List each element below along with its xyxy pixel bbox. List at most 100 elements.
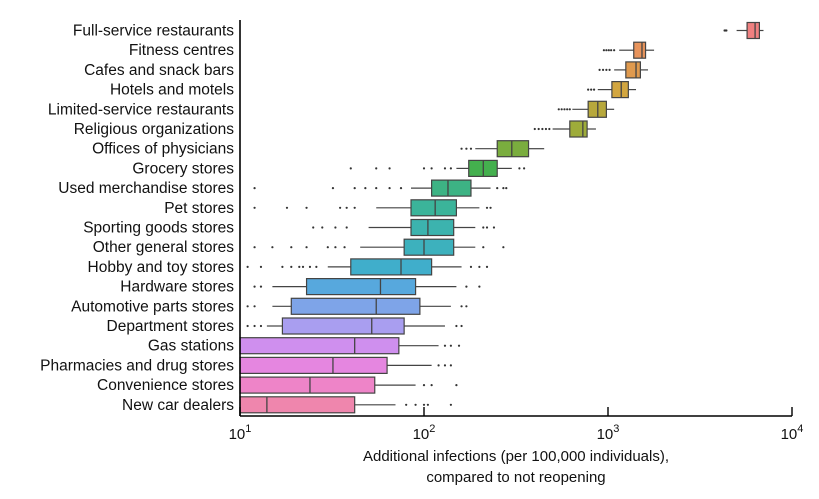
outlier-point: [305, 246, 308, 249]
outlier-point: [485, 226, 489, 229]
outlier-point: [259, 265, 263, 268]
outlier-point: [443, 364, 447, 367]
box-group: [312, 218, 496, 237]
outlier-point: [455, 384, 458, 387]
y-axis-labels: Full-service restaurants Fitness centres C…: [40, 23, 234, 414]
category-label: Full-service restaurants: [73, 23, 234, 40]
outlier-point: [345, 226, 348, 229]
outlier-point: [353, 187, 356, 190]
x-tick-exponent: 2: [429, 423, 435, 435]
outlier-point: [259, 285, 263, 288]
outlier-point: [253, 246, 256, 249]
outlier-point: [388, 187, 391, 190]
category-label: Cafes and snack bars: [84, 62, 234, 79]
outlier-point: [460, 324, 463, 328]
box-group: [533, 120, 596, 138]
box-group: [239, 337, 461, 355]
box: [281, 317, 405, 335]
box-group: [253, 238, 505, 256]
outlier-point: [430, 384, 433, 387]
outlier-point: [478, 265, 481, 268]
outlier-point: [598, 68, 601, 71]
box-group: [602, 41, 655, 59]
box-group: [246, 297, 468, 315]
x-tick-label: 101: [229, 423, 252, 443]
category-label: Hobby and toy stores: [88, 259, 235, 276]
outlier-point: [482, 246, 485, 249]
outlier-point: [610, 49, 613, 52]
outlier-point: [364, 187, 367, 190]
category-label: Fitness centres: [129, 42, 234, 59]
box-group: [723, 21, 764, 40]
box: [290, 297, 421, 315]
outlier-point: [405, 403, 408, 406]
category-label: Pharmacies and drug stores: [40, 357, 234, 374]
box: [410, 199, 458, 217]
box: [403, 238, 455, 256]
outlier-point: [305, 206, 308, 209]
category-label: Pet stores: [164, 200, 234, 217]
outlier-point: [253, 285, 256, 288]
outlier-point: [449, 344, 452, 347]
x-axis-title: Additional infections (per 100,000 indiv…: [240, 446, 792, 488]
outlier-point: [312, 226, 315, 229]
outlier-point: [422, 403, 426, 406]
outlier-point: [345, 206, 348, 209]
box-group: [246, 317, 463, 335]
category-label: Automotive parts stores: [71, 298, 234, 315]
category-label: Offices of physicians: [92, 141, 234, 158]
outlier-point: [349, 167, 352, 170]
outlier-point: [502, 187, 505, 190]
outlier-point: [259, 324, 263, 328]
outlier-point: [253, 187, 256, 190]
outlier-point: [469, 265, 473, 268]
outlier-point: [308, 265, 312, 268]
category-label: Gas stations: [148, 338, 234, 355]
outlier-point: [489, 206, 492, 209]
outlier-point: [725, 29, 728, 32]
x-tick-label: 103: [597, 423, 620, 443]
outlier-point: [457, 344, 461, 347]
box: [239, 376, 376, 394]
outlier-point: [607, 49, 610, 52]
outlier-point: [485, 206, 489, 209]
outlier-point: [399, 187, 403, 190]
category-label: Department stores: [107, 318, 235, 335]
outlier-point: [590, 88, 593, 91]
outlier-point: [414, 403, 417, 406]
box: [633, 41, 647, 59]
outlier-point: [281, 265, 284, 268]
category-label: Hardware stores: [120, 279, 234, 296]
outlier-point: [465, 147, 468, 150]
outlier-point: [465, 285, 468, 288]
box: [625, 61, 642, 79]
outlier-point: [541, 127, 544, 131]
box-group: [239, 396, 452, 414]
outlier-point: [449, 403, 452, 406]
box-group: [246, 258, 489, 276]
outlier-point: [482, 226, 485, 229]
outlier-point: [331, 187, 335, 190]
outlier-point: [605, 68, 608, 71]
x-tick-exponent: 1: [245, 423, 251, 435]
box: [239, 356, 388, 374]
outlier-point: [560, 108, 563, 111]
outlier-point: [449, 364, 452, 367]
outlier-point: [290, 265, 293, 268]
outlier-point: [437, 364, 440, 367]
category-label: Hotels and motels: [110, 82, 234, 99]
outlier-point: [557, 108, 560, 111]
outlier-point: [388, 167, 391, 170]
x-tick-exponent: 3: [613, 423, 619, 435]
category-label: Used merchandise stores: [58, 180, 234, 197]
outlier-point: [460, 305, 463, 308]
box-group: [253, 278, 481, 296]
outlier-point: [566, 108, 569, 111]
box: [746, 21, 760, 40]
outlier-point: [469, 147, 473, 150]
outlier-point: [455, 324, 458, 328]
box: [239, 337, 400, 355]
box-group: [239, 376, 458, 394]
box: [410, 218, 455, 237]
